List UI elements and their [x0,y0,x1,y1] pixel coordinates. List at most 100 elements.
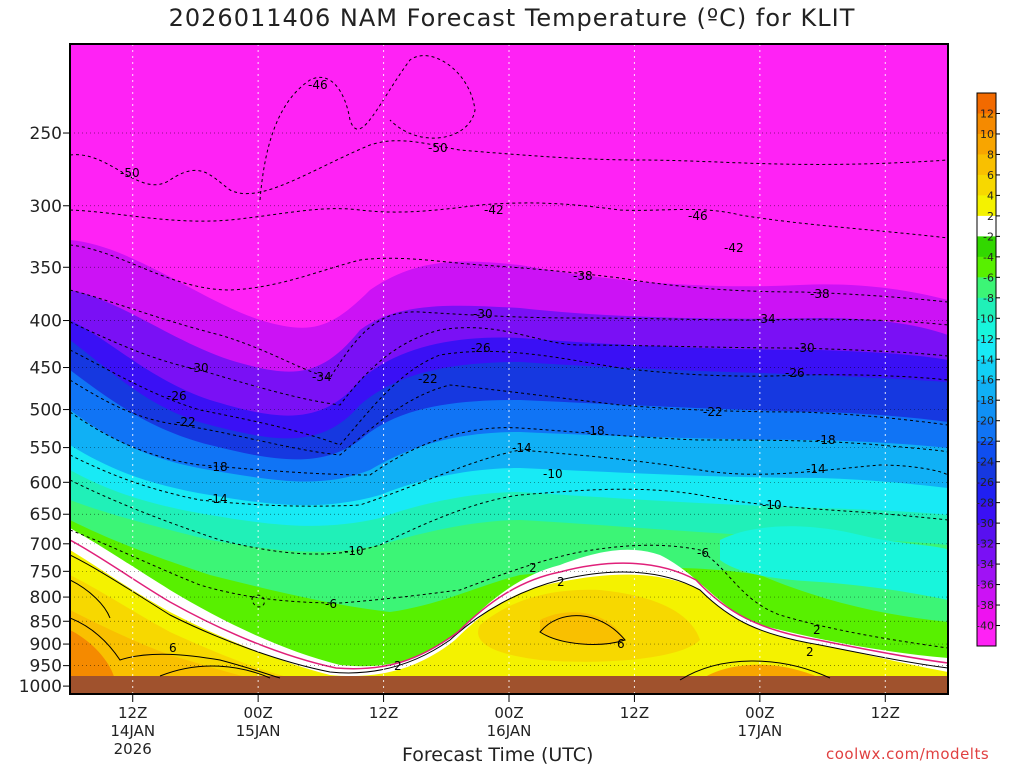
colorbar-label: -22 [976,435,994,448]
contour-label: -6 [325,597,337,611]
contour-label: -42 [484,203,504,217]
contour-6-blob [539,615,626,645]
contour-label: -18 [208,460,228,474]
contour-labels: -46 -50 -50 -42 -46 -42 -38 -38 -30 -34 … [120,78,836,673]
contour-minus6-loop [251,594,265,608]
colorbar-swatch [977,502,996,524]
y-tick-label: 600 [30,473,62,493]
contour-label: -6 [697,546,709,560]
grid [132,44,886,694]
contour-label: -50 [120,166,140,180]
contour-label: -10 [543,467,563,481]
contour-minus22 [70,379,948,456]
colorbar-label: -24 [976,456,994,469]
contour-label: -26 [167,389,187,403]
colorbar-label: -40 [976,620,994,633]
x-axis-label: Forecast Time (UTC) [402,744,594,766]
colorbar-swatch [977,400,996,422]
colorbar-swatch [977,236,996,258]
contour-label: 2 [557,575,565,589]
colorbar-swatch [977,441,996,463]
colorbar-label: -32 [976,538,994,551]
contour-label: -26 [785,366,805,380]
credit-text: coolwx.com/modelts [826,745,990,763]
cyan-pocket [720,526,948,600]
contour-label: -34 [756,312,776,326]
colorbar-swatch [977,277,996,299]
colorbar-swatch [977,359,996,381]
colorbar-swatch [977,195,996,217]
y-tick-label: 550 [30,439,62,459]
colorbar-swatch [977,420,996,442]
contour-minus14 [70,449,948,507]
colorbar-swatch [977,338,996,360]
colorbar-label: -36 [976,579,994,592]
contour-label: 2 [806,645,814,659]
band-orange [70,630,115,685]
colorbar-label: 10 [980,128,994,141]
colorbar-label: -6 [983,271,994,284]
contour-minus18 [70,411,948,476]
colorbar-swatch [977,482,996,504]
colorbar-swatch [977,297,996,319]
colorbar-frame [976,92,997,647]
contour-label: -10 [762,498,782,512]
colorbar-swatch [977,154,996,176]
y-tick-label: 450 [30,359,62,379]
y-tick-label: 700 [30,535,62,555]
colorbar-swatch [977,256,996,278]
y-tick-label: 800 [30,588,62,608]
x-tick-label: 12Z [620,704,649,722]
colorbar-swatch [977,113,996,135]
colorbar-label: -18 [976,394,994,407]
contour-label: -22 [703,405,723,419]
contour-lines [70,55,948,681]
colorbar-swatch [977,93,996,114]
colorbar-label: -8 [983,292,994,305]
colorbar-label: -20 [976,415,994,428]
contour-minus50 [70,140,948,195]
x-tick-label: 2026 [114,740,152,758]
contour-label: 6 [617,637,625,651]
contour-label: -10 [344,544,364,558]
colorbar-label: 4 [987,189,994,202]
contour-label: -18 [816,433,836,447]
x-tick-label: 12Z [118,704,147,722]
band-orange-blob [540,612,625,646]
y-tick-label: 650 [30,505,62,525]
x-tick-label: 14JAN [110,722,155,740]
y-tick-label: 400 [30,312,62,332]
y-tick-label: 350 [30,258,62,278]
y-tick-label: 250 [30,124,62,144]
contour-label: -38 [573,269,593,283]
contour-minus38 [70,244,948,303]
x-tick-label: 17JAN [737,722,782,740]
colorbar-label: -2 [983,230,994,243]
colorbar-swatch [977,605,996,627]
contour-minus34 [70,289,948,379]
contour-label: -46 [308,78,328,92]
y-tick-label: 900 [30,635,62,655]
x-tick-label: 12Z [871,704,900,722]
y-tick-label: 850 [30,612,62,632]
colorbar: 12 10 8 6 4 2 -2 -4 -6 -8 -10 -12 -14 -16 -18 -20 -22 -24… [976,92,1000,647]
colorbar-swatch [977,174,996,196]
contour-6 [70,617,281,679]
chart-title: 2026011406 NAM Forecast Temperature (ºC)… [168,4,856,32]
contour-label: 2 [529,561,537,575]
x-tick-label: 12Z [369,704,398,722]
y-axis: 250 300 350 400 450 500 550 600 650 700 750 800 850 9… [19,124,70,697]
colorbar-swatch [977,625,996,647]
contour-label: -26 [471,341,491,355]
y-tick-label: 300 [30,197,62,217]
contour-label: -14 [806,462,826,476]
colorbar-label: -28 [976,497,994,510]
contour-label: -14 [512,441,532,455]
colorbar-label: -30 [976,517,994,530]
colorbar-swatch [977,133,996,155]
contour-label: -38 [810,287,830,301]
contour-minus6 [70,529,948,649]
y-tick-label: 1000 [19,677,62,697]
